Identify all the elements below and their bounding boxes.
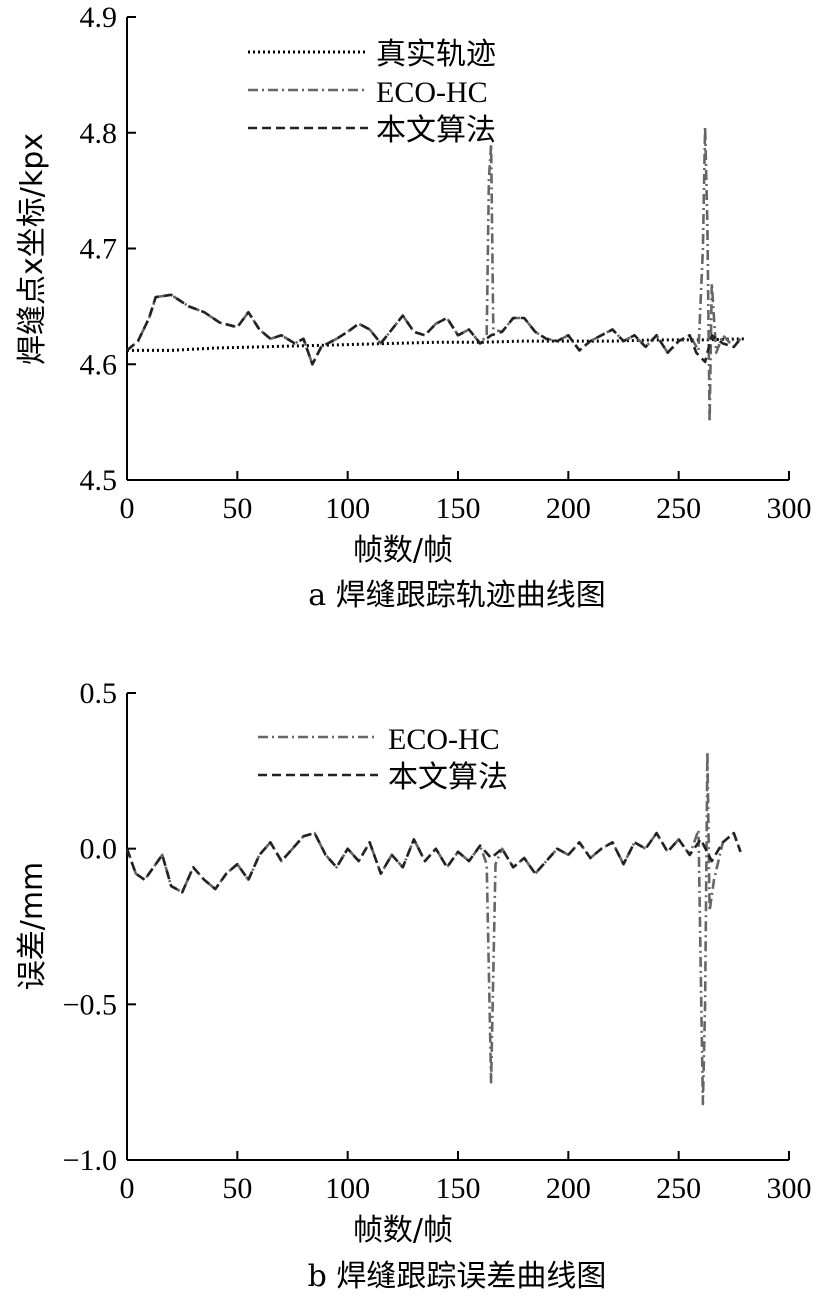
chart-b-y-tick-label: 0.5 bbox=[80, 677, 118, 710]
chart-a-x-tick-label: 50 bbox=[222, 492, 252, 525]
chart-a-y-tick-label: 4.5 bbox=[80, 464, 118, 497]
chart-b-y-tick-label: 0.0 bbox=[80, 833, 118, 866]
chart-b-x-tick-label: 200 bbox=[546, 1172, 591, 1205]
chart-a-x-tick-label: 150 bbox=[436, 492, 481, 525]
chart-b-series-line-0 bbox=[125, 750, 742, 1106]
chart-a-legend-label-2: 本文算法 bbox=[376, 114, 496, 147]
chart-b-legend-label-0: ECO-HC bbox=[388, 723, 500, 756]
chart-b-y-axis-label: 误差/mm bbox=[15, 862, 50, 991]
chart-a-x-tick-label: 200 bbox=[546, 492, 591, 525]
chart-b-x-tick-label: 150 bbox=[436, 1172, 481, 1205]
chart-a-series-line-0 bbox=[127, 337, 745, 352]
chart-b-caption: b 焊缝跟踪误差曲线图 bbox=[308, 1259, 607, 1294]
chart-a-y-tick-label: 4.9 bbox=[80, 1, 118, 34]
chart-a-legend-label-0: 真实轨迹 bbox=[376, 38, 496, 71]
chart-a-series-line-1 bbox=[126, 125, 742, 424]
chart-b-x-tick-label: 0 bbox=[120, 1172, 135, 1205]
chart-a-y-tick-label: 4.8 bbox=[80, 117, 118, 150]
chart-b-legend-label-1: 本文算法 bbox=[388, 761, 508, 794]
chart-b-x-tick-label: 300 bbox=[767, 1172, 812, 1205]
chart-a-x-tick-label: 300 bbox=[767, 492, 812, 525]
chart-a-y-tick-label: 4.6 bbox=[80, 348, 118, 381]
chart-a-trajectory: 0 50 100 150 200 250 300 4.5 4.6 4.7 4.8 4.9 帧数/帧 焊缝点… bbox=[15, 1, 812, 613]
chart-b-x-axis-label: 帧数/帧 bbox=[353, 1213, 453, 1248]
chart-a-series-line-2 bbox=[126, 293, 742, 366]
chart-a-y-tick-label: 4.7 bbox=[80, 233, 118, 266]
chart-a-y-axis-label: 焊缝点x坐标/kpx bbox=[15, 133, 50, 365]
chart-b-error: 0 50 100 150 200 250 300 −1.0 −0.5 0.0 0.5 帧数/帧 误差/m… bbox=[15, 677, 812, 1294]
chart-a-x-axis-label: 帧数/帧 bbox=[353, 533, 453, 568]
chart-a-x-tick-label: 0 bbox=[120, 492, 135, 525]
chart-b-y-tick-label: −1.0 bbox=[63, 1144, 117, 1177]
chart-a-x-tick-label: 250 bbox=[656, 492, 701, 525]
chart-b-x-tick-label: 50 bbox=[222, 1172, 252, 1205]
chart-b-x-tick-label: 100 bbox=[325, 1172, 370, 1205]
chart-b-series-line-1 bbox=[125, 831, 742, 894]
chart-a-x-tick-label: 100 bbox=[325, 492, 370, 525]
chart-b-y-tick-label: −0.5 bbox=[63, 988, 117, 1021]
chart-a-caption: a 焊缝跟踪轨迹曲线图 bbox=[308, 578, 605, 613]
chart-a-legend-label-1: ECO-HC bbox=[376, 76, 488, 109]
chart-b-x-tick-label: 250 bbox=[656, 1172, 701, 1205]
